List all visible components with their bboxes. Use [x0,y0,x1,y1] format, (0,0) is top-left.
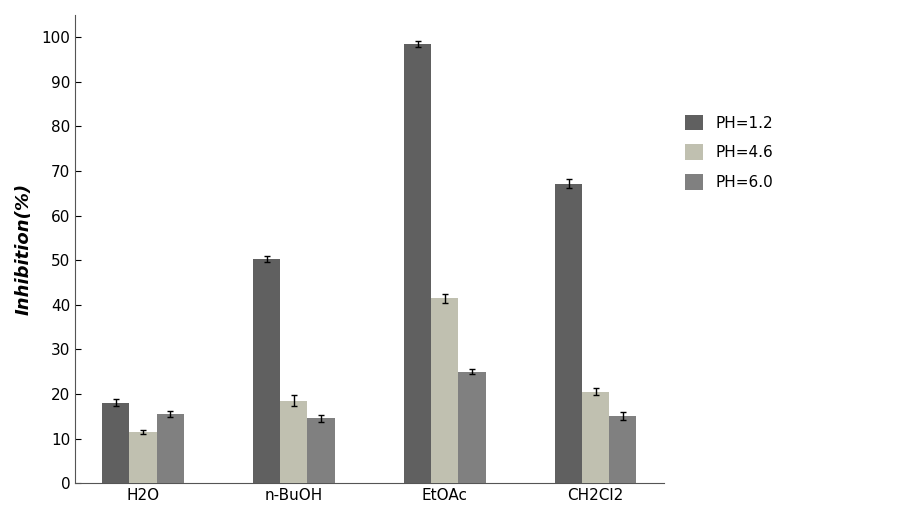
Bar [609,416,637,483]
Y-axis label: Inhibition(%): Inhibition(%) [15,183,33,315]
Bar [157,414,184,483]
Bar [404,44,431,483]
Bar [253,260,280,483]
Bar [129,432,157,483]
Bar [555,183,582,483]
Bar [458,372,485,483]
Bar [582,392,609,483]
Bar [280,400,308,483]
Bar [431,298,458,483]
Bar [308,419,334,483]
Legend: PH=1.2, PH=4.6, PH=6.0: PH=1.2, PH=4.6, PH=6.0 [677,107,780,198]
Bar [103,403,129,483]
